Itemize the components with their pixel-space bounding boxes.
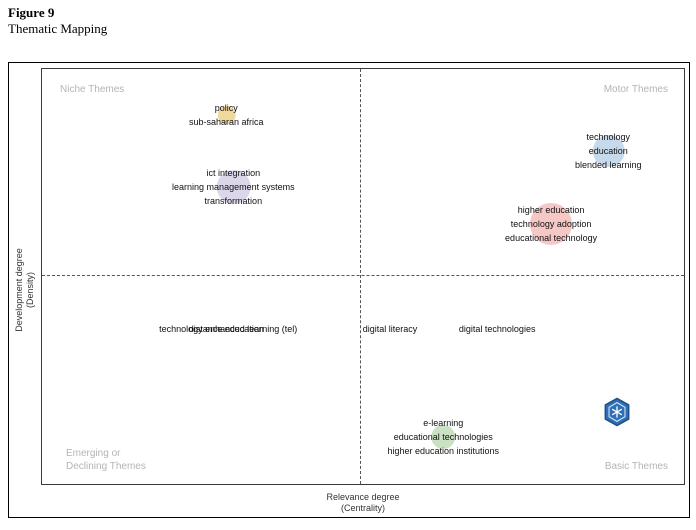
theme-cluster-e-learning: e-learning educational technologies higher… [387, 416, 499, 458]
cluster-labels: technology enhanced learning (tel) [159, 324, 298, 335]
quadrant-label-emerging-line1: Emerging or [66, 448, 121, 459]
cluster-labels: higher education technology adoption educa… [505, 204, 598, 243]
cluster-labels: digital literacy [362, 324, 418, 335]
chart-frame: Development degree (Density) Niche Theme… [8, 62, 690, 518]
y-axis-label-wrap: Development degree (Density) [9, 63, 41, 517]
theme-cluster-higher-education: higher education technology adoption educa… [505, 202, 598, 245]
y-axis-label-line1: Development degree [14, 248, 24, 332]
vertical-divider-line [359, 69, 361, 484]
x-axis-label-line1: Relevance degree [326, 492, 400, 502]
quadrant-label-emerging-declining-themes: Emerging or Declining Themes [66, 447, 146, 473]
x-axis-label: Relevance degree (Centrality) [41, 492, 685, 514]
figure-header: Figure 9 Thematic Mapping [8, 5, 107, 37]
theme-cluster-digital-technologies: digital technologies [459, 322, 536, 336]
quadrant-label-motor-themes: Motor Themes [603, 84, 668, 95]
quadrant-label-basic-themes: Basic Themes [604, 461, 668, 472]
hexagon-logo-watermark-icon [602, 397, 632, 427]
cluster-bubble [217, 106, 236, 125]
quadrant-label-emerging-line2: Declining Themes [66, 461, 146, 472]
cluster-labels: digital technologies [458, 324, 536, 335]
horizontal-divider-line [42, 274, 684, 276]
cluster-labels: distance education [188, 324, 264, 335]
cluster-labels: ict integration learning management syste… [172, 167, 295, 206]
cluster-labels: technology education blended learning [574, 132, 642, 171]
figure-caption: Thematic Mapping [8, 21, 108, 36]
cluster-labels: policy sub-saharan africa [188, 103, 264, 128]
y-axis-label-line2: (Density) [25, 272, 35, 309]
theme-cluster-technology: technology education blended learning [575, 130, 642, 172]
cluster-bubble [431, 425, 456, 450]
figure-label: Figure 9 [8, 5, 55, 20]
y-axis-label: Development degree (Density) [14, 248, 36, 332]
cluster-bubble [530, 202, 573, 245]
theme-cluster-technology-enhanced-learning: technology enhanced learning (tel) [159, 322, 297, 336]
cluster-bubble [216, 169, 251, 204]
theme-cluster-digital-literacy: digital literacy [363, 322, 418, 336]
cluster-labels: e-learning educational technologies higher… [387, 418, 500, 457]
theme-cluster-policy: policy sub-saharan africa [189, 101, 264, 129]
thematic-map-plot: Niche Themes Motor Themes Emerging or De… [41, 68, 685, 485]
quadrant-label-niche-themes: Niche Themes [60, 84, 125, 95]
theme-cluster-ict-integration: ict integration learning management syste… [172, 166, 295, 208]
x-axis-label-line2: (Centrality) [340, 503, 385, 513]
cluster-bubble [592, 135, 625, 168]
theme-cluster-distance-education: distance education [189, 322, 264, 336]
